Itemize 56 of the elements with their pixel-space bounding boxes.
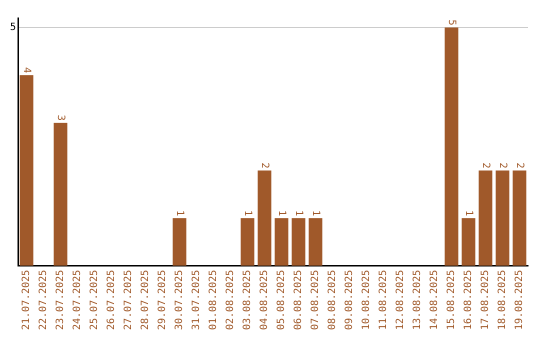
x-tick-label: 27.07.2025	[123, 270, 134, 330]
x-tick-label: 10.08.2025	[361, 270, 372, 330]
data-label: 3	[54, 114, 66, 121]
bar	[172, 218, 186, 266]
x-tick-label: 02.08.2025	[225, 270, 236, 330]
x-tick-label: 15.08.2025	[446, 270, 458, 330]
data-label: 2	[496, 162, 508, 168]
x-tick-label: 05.08.2025	[276, 270, 288, 330]
bar	[478, 170, 492, 266]
data-label: 1	[174, 210, 185, 216]
data-label: 1	[242, 210, 253, 216]
x-tick-label: 25.07.2025	[89, 270, 100, 330]
x-tick-label: 04.08.2025	[259, 270, 270, 330]
x-tick-label: 07.08.2025	[310, 270, 322, 330]
bar	[462, 218, 476, 266]
x-tick-label: 28.07.2025	[140, 270, 152, 330]
x-tick-label: 29.07.2025	[157, 270, 168, 330]
data-label: 2	[480, 162, 491, 168]
x-tick-label: 16.08.2025	[463, 270, 474, 330]
x-tick-label: 22.07.2025	[38, 270, 50, 330]
x-tick-label: 18.08.2025	[497, 270, 508, 330]
data-label: 1	[292, 210, 304, 216]
x-tick-label: 01.08.2025	[208, 270, 220, 330]
x-tick-label: 13.08.2025	[412, 270, 424, 330]
x-tick-label: 26.07.2025	[106, 270, 118, 330]
x-tick-label: 21.07.2025	[21, 270, 32, 330]
data-label: 2	[258, 162, 270, 168]
data-label: 2	[514, 162, 525, 168]
data-label: 5	[446, 20, 457, 26]
x-tick-label: 11.08.2025	[378, 270, 390, 330]
data-label: 4	[20, 67, 32, 74]
x-tick-label: 30.07.2025	[174, 270, 186, 330]
x-tick-label: 19.08.2025	[514, 270, 526, 330]
x-tick-label: 14.08.2025	[429, 270, 440, 330]
bar	[240, 218, 254, 266]
x-tick-label: 08.08.2025	[327, 270, 338, 330]
x-tick-label: 09.08.2025	[344, 270, 356, 330]
bar	[308, 218, 322, 266]
bar	[274, 218, 288, 266]
x-tick-label: 23.07.2025	[55, 270, 66, 330]
x-tick-label: 06.08.2025	[293, 270, 304, 330]
x-tick-label: 17.08.2025	[480, 270, 492, 330]
bar	[292, 218, 306, 266]
bar	[20, 75, 34, 266]
bar	[512, 170, 526, 266]
data-label: 1	[462, 210, 474, 216]
bar	[496, 170, 510, 266]
x-tick-label: 24.07.2025	[72, 270, 84, 330]
data-label: 1	[276, 210, 287, 216]
x-tick-label: 12.08.2025	[395, 270, 406, 330]
bar	[54, 122, 68, 266]
data-label: 1	[310, 210, 321, 216]
bar	[444, 28, 458, 266]
x-tick-label: 03.08.2025	[242, 270, 254, 330]
bar	[258, 170, 272, 266]
x-tick-label: 31.07.2025	[191, 270, 202, 330]
